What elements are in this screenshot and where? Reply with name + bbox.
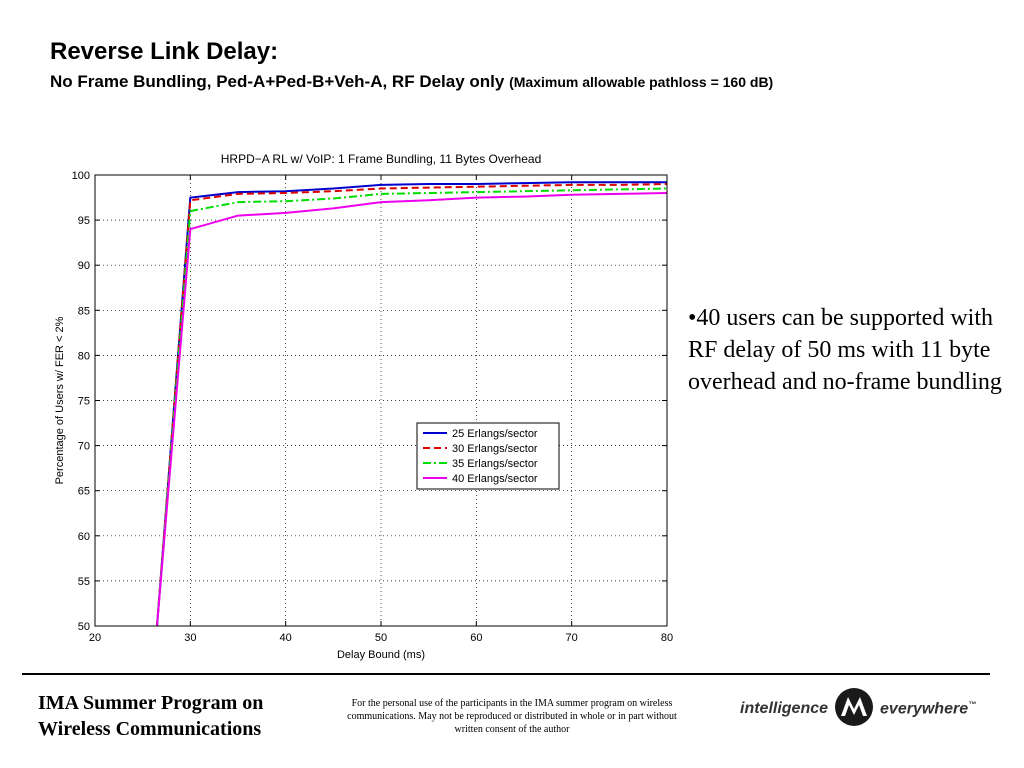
series-lines <box>156 181 668 627</box>
footer-divider <box>22 673 990 675</box>
copyright-notice: For the personal use of the participants… <box>347 698 677 735</box>
legend-label: 25 Erlangs/sector <box>452 428 538 440</box>
x-tick-label: 80 <box>661 632 673 644</box>
x-tick-label: 30 <box>184 632 196 644</box>
y-tick-label: 90 <box>78 260 90 272</box>
brand-logo-group: intelligence everywhere™ <box>740 687 1000 732</box>
subtitle-note: (Maximum allowable pathloss = 160 dB) <box>509 74 774 90</box>
slide-subtitle: No Frame Bundling, Ped-A+Ped-B+Veh-A, RF… <box>50 72 773 92</box>
y-tick-label: 70 <box>78 441 90 453</box>
brand-word-right: everywhere™ <box>880 699 977 718</box>
y-tick-label: 60 <box>78 531 90 543</box>
y-tick-label: 85 <box>78 305 90 317</box>
y-tick-label: 100 <box>72 170 90 182</box>
legend-label: 35 Erlangs/sector <box>452 458 538 470</box>
legend-label: 40 Erlangs/sector <box>452 473 538 485</box>
x-tick-label: 70 <box>566 632 578 644</box>
chart-title: HRPD−A RL w/ VoIP: 1 Frame Bundling, 11 … <box>221 152 542 166</box>
x-tick-label: 20 <box>89 632 101 644</box>
delay-chart: 20 30 40 50 60 70 80 50 55 60 65 70 75 80 85 90 95 100 HR… <box>54 152 673 661</box>
grid-lines <box>95 175 667 626</box>
y-tick-label: 75 <box>78 396 90 408</box>
y-tick-label: 55 <box>78 576 90 588</box>
series-line <box>156 187 668 627</box>
program-name: IMA Summer Program on Wireless Communica… <box>38 690 263 742</box>
program-line-1: IMA Summer Program on <box>38 692 264 714</box>
program-line-2: Wireless Communications <box>38 718 262 740</box>
trademark-symbol: ™ <box>968 699 977 709</box>
subtitle-main: No Frame Bundling, Ped-A+Ped-B+Veh-A, RF… <box>50 72 505 91</box>
series-line <box>156 192 668 627</box>
motorola-logo-icon <box>834 687 874 732</box>
axes: 20 30 40 50 60 70 80 50 55 60 65 70 75 80 85 90 95 100 <box>72 170 673 644</box>
y-tick-label: 95 <box>78 215 90 227</box>
y-axis-label: Percentage of Users w/ FER < 2% <box>54 316 66 484</box>
brand-word-left: intelligence <box>740 700 829 717</box>
bullet-point: •40 users can be supported with RF delay… <box>688 305 1002 395</box>
series-line <box>156 183 668 627</box>
x-tick-label: 50 <box>375 632 387 644</box>
chart-legend: 25 Erlangs/sector 30 Erlangs/sector 35 Erl… <box>416 422 560 490</box>
x-tick-label: 60 <box>470 632 482 644</box>
x-tick-label: 40 <box>280 632 292 644</box>
y-tick-label: 50 <box>78 621 90 633</box>
legend-label: 30 Erlangs/sector <box>452 443 538 455</box>
slide-title: Reverse Link Delay: <box>50 38 279 65</box>
y-tick-label: 80 <box>78 350 90 362</box>
x-axis-label: Delay Bound (ms) <box>337 649 425 661</box>
y-tick-label: 65 <box>78 486 90 498</box>
series-line <box>156 181 667 627</box>
plot-area <box>95 175 667 626</box>
plot-background <box>95 175 667 626</box>
